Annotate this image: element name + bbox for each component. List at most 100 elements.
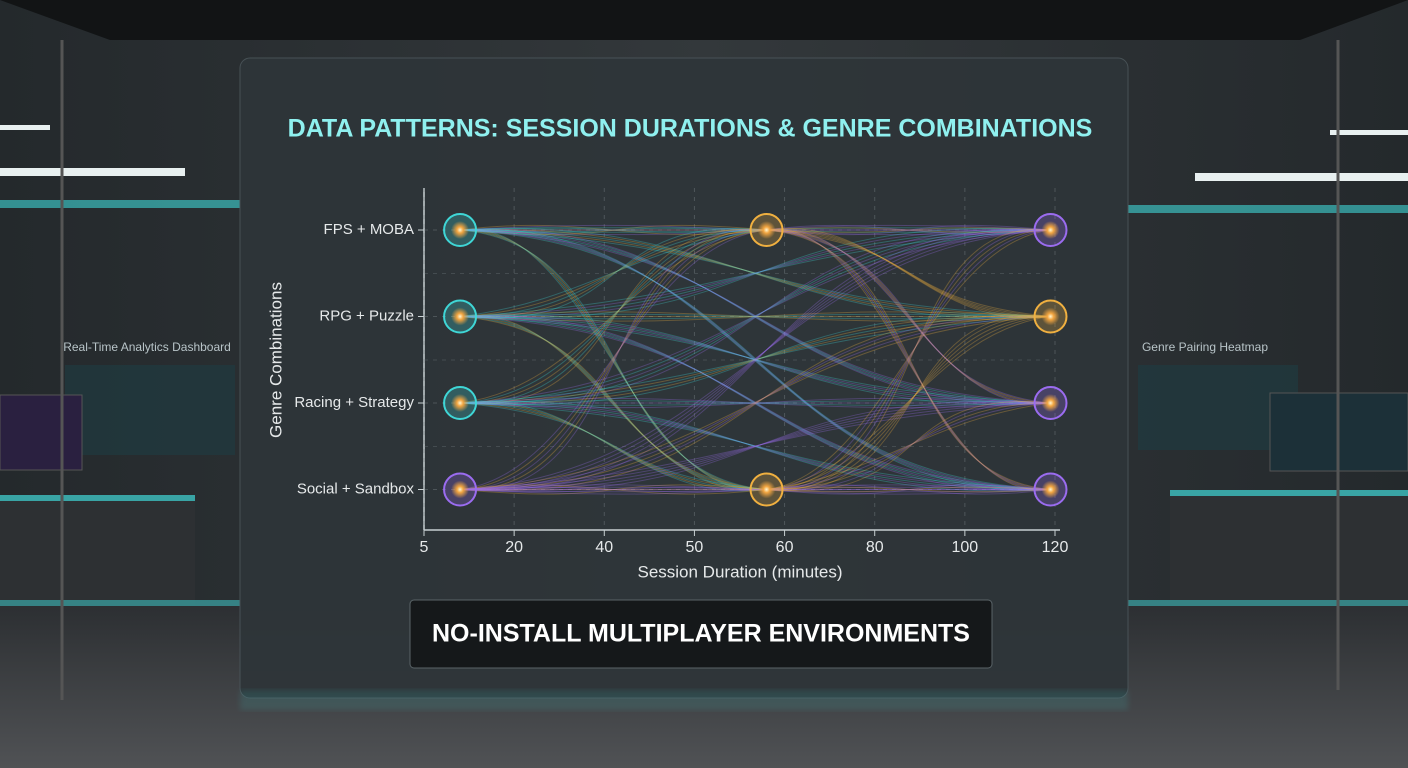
x-tick-label: 50 [686, 539, 704, 556]
flow-curve [460, 484, 1051, 495]
flow-curve [459, 229, 767, 317]
flow-curve [460, 311, 1051, 322]
flow-curve [460, 229, 767, 317]
flow-curve [459, 229, 767, 404]
flow-curve [460, 486, 767, 493]
flow-curve [460, 228, 1051, 319]
flow-curve [460, 484, 1051, 495]
flow-curve [460, 229, 1051, 490]
flow-curve [460, 228, 1051, 319]
y-tick-label: Social + Sandbox [297, 480, 415, 497]
flow-curve [460, 315, 1051, 404]
flow-curve [460, 316, 1051, 490]
node-core [451, 394, 470, 412]
flow-curve [460, 316, 1051, 404]
neon-strip [0, 200, 240, 208]
wall-screen [65, 365, 235, 455]
flow-curve [766, 402, 1051, 490]
flow-curve [459, 484, 767, 495]
flow-curve [460, 402, 1051, 491]
floor-neon [1128, 600, 1408, 606]
flow-curve [459, 229, 767, 490]
flow-curve [460, 402, 1051, 490]
flow-curve [766, 224, 1051, 236]
flow-curve [766, 229, 1051, 491]
flow-curve [460, 229, 1051, 317]
flow-curve [460, 229, 767, 490]
node [749, 472, 784, 507]
flow-curve [766, 229, 1051, 490]
flow-curve [459, 401, 767, 492]
node [443, 472, 478, 507]
banner-text: NO-INSTALL MULTIPLAYER ENVIRONMENTS [432, 620, 970, 648]
flow-curve [460, 229, 767, 318]
node-core [451, 480, 470, 499]
flow-curve [766, 486, 1051, 493]
flow-curve [460, 229, 1051, 317]
flow-curve [460, 316, 1051, 490]
flow-curve [460, 316, 1051, 404]
chart-title: DATA PATTERNS: SESSION DURATIONS & GENRE… [288, 115, 1093, 143]
flow-curve [460, 400, 1051, 406]
flow-curve [460, 316, 1051, 490]
flow-lines [459, 224, 1051, 495]
node [443, 213, 478, 247]
flow-curve [460, 229, 1051, 491]
flow-curve [460, 228, 767, 405]
ceiling [0, 0, 1408, 40]
flow-curve [766, 401, 1051, 492]
flow-curve [460, 316, 1051, 404]
flow-curve [460, 315, 767, 491]
flow-curve [460, 315, 1051, 491]
flow-curve [460, 402, 1051, 490]
plot-area: 5 20 40 50 60 80 100 120 FPS + MOBA RPG + Puzzle R… [294, 188, 1068, 556]
flow-curve [766, 229, 1051, 491]
flow-curve [460, 229, 1051, 318]
flow-curve [460, 229, 767, 490]
flow-curve [460, 228, 767, 319]
flow-curve [460, 229, 1051, 318]
flow-curve [766, 229, 1051, 490]
flow-curve [766, 484, 1051, 495]
flow-curve [460, 229, 767, 490]
flow-curve [460, 316, 767, 490]
flow-curve [766, 229, 1051, 317]
panel-glow [240, 690, 1128, 710]
flow-curve [766, 316, 1051, 490]
desk [0, 495, 195, 605]
flow-curve [460, 229, 1051, 404]
flow-curve [460, 229, 1051, 490]
flow-curve [766, 228, 1051, 405]
flow-curve [460, 227, 1051, 233]
flow-curve [766, 402, 1051, 491]
x-axis-label: Session Duration (minutes) [637, 562, 842, 581]
node-core [451, 221, 470, 239]
node [1033, 213, 1068, 247]
flow-curve [460, 315, 1051, 404]
flow-curve [766, 316, 1051, 490]
flow-curve [460, 229, 1051, 490]
flow-curve [459, 229, 767, 491]
flow-curve [460, 229, 767, 404]
node [1033, 386, 1068, 420]
x-tick-label: 60 [776, 539, 794, 556]
flow-curve [460, 229, 1051, 317]
flow-curve [460, 315, 1051, 491]
desk-neon [1170, 490, 1408, 496]
flow-curve [460, 224, 1051, 236]
node [443, 386, 478, 420]
flow-curve [460, 229, 1051, 317]
node-core [1041, 307, 1060, 326]
flow-curve [460, 316, 767, 490]
flow-curve [459, 315, 767, 491]
flow-curve [460, 229, 1051, 317]
flow-curve [460, 315, 1051, 491]
flow-curve [766, 229, 1051, 490]
flow-curve [766, 229, 1051, 317]
flow-curve [766, 316, 1051, 490]
flow-curve [460, 229, 1051, 404]
node [1033, 299, 1068, 334]
node-core [1041, 480, 1060, 499]
node [443, 299, 478, 334]
